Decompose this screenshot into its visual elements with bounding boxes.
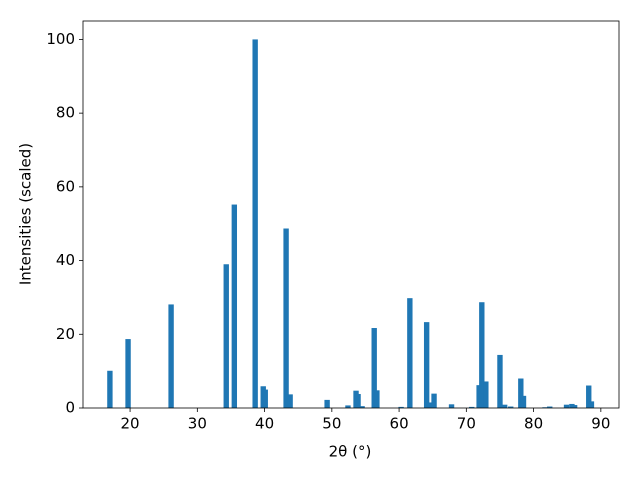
bar	[107, 370, 113, 408]
x-tick-label: 90	[591, 415, 610, 433]
y-tick-label: 100	[46, 30, 75, 48]
plot-frame	[82, 20, 620, 409]
bar	[223, 264, 229, 408]
bar	[355, 393, 361, 408]
bar	[571, 405, 578, 408]
bar	[359, 406, 365, 408]
x-tick-label: 60	[390, 415, 409, 433]
bar	[407, 298, 413, 408]
bar	[345, 405, 351, 408]
bar	[586, 385, 592, 408]
bar	[374, 390, 380, 408]
bar	[287, 394, 293, 408]
bar	[262, 389, 268, 408]
bar	[371, 328, 377, 408]
y-axis-label: Intensities (scaled)	[17, 143, 35, 285]
y-tick-label: 80	[56, 104, 75, 122]
bar	[497, 354, 503, 408]
bar	[231, 204, 238, 408]
y-tick-label: 20	[56, 325, 75, 343]
x-tick-label: 70	[457, 415, 476, 433]
bar	[483, 381, 489, 408]
bar	[547, 406, 553, 408]
bar	[520, 395, 527, 408]
x-tick-label: 40	[255, 415, 274, 433]
bar	[324, 399, 330, 408]
y-tick-label: 40	[56, 251, 75, 269]
bar	[588, 401, 595, 408]
bar	[427, 402, 433, 408]
y-tick-label: 60	[56, 177, 75, 195]
bar	[469, 406, 475, 408]
bar	[252, 39, 258, 409]
x-axis-label: 2θ (°)	[329, 443, 372, 461]
y-tick-label: 0	[65, 399, 75, 417]
bar	[448, 404, 455, 408]
x-tick-label: 80	[524, 415, 543, 433]
x-tick-label: 20	[121, 415, 140, 433]
bar	[518, 378, 524, 408]
bar	[398, 406, 404, 408]
bar	[168, 304, 174, 408]
x-tick-label: 50	[322, 415, 341, 433]
bar	[479, 302, 485, 408]
bar	[501, 404, 508, 408]
bar	[423, 322, 430, 408]
bar	[563, 404, 570, 408]
x-tick-label: 30	[188, 415, 207, 433]
bar	[431, 393, 437, 408]
bar	[508, 406, 514, 408]
bar	[125, 339, 131, 408]
bar	[283, 228, 289, 408]
